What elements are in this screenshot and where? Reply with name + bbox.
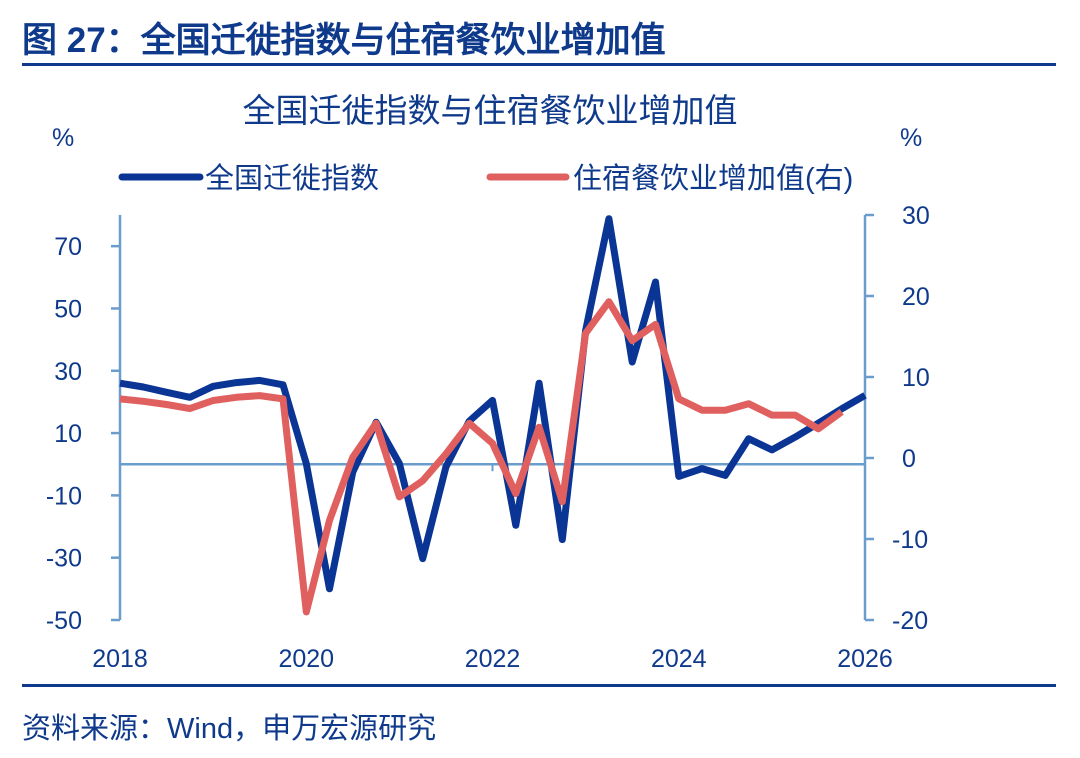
x-tick-label: 2024 (651, 645, 707, 673)
x-tick-label: 2022 (465, 645, 521, 673)
series-line-migration-index (119, 215, 867, 593)
left-tick-label: 30 (54, 358, 82, 386)
right-tick-label: 20 (902, 283, 930, 311)
series-line-accommodation-catering (119, 298, 844, 616)
right-tick-label: -10 (892, 526, 928, 554)
source-note: 资料来源：Wind，申万宏源研究 (22, 712, 436, 745)
left-tick-label: 10 (54, 420, 82, 448)
left-tick-label: 70 (54, 233, 82, 261)
left-tick-label: 50 (54, 295, 82, 323)
source-rule (22, 684, 1056, 687)
right-tick-label: 30 (902, 202, 930, 230)
legend-label-red: 住宿餐饮业增加值(右) (573, 162, 853, 195)
legend: 全国迁徙指数 住宿餐饮业增加值(右) (118, 162, 853, 195)
figure-title: 图 27：全国迁徙指数与住宿餐饮业增加值 (22, 20, 666, 60)
x-tick-label: 2026 (837, 645, 893, 673)
title-rule (22, 63, 1056, 66)
right-axis-unit: % (900, 124, 922, 152)
x-tick-label: 2018 (92, 645, 148, 673)
chart-title: 全国迁徙指数与住宿餐饮业增加值 (243, 92, 738, 129)
left-tick-label: -30 (46, 545, 82, 573)
left-axis-unit: % (52, 124, 74, 152)
right-tick-label: 10 (902, 364, 930, 392)
legend-label-blue: 全国迁徙指数 (205, 162, 379, 195)
x-tick-label: 2020 (278, 645, 334, 673)
right-tick-label: 0 (902, 445, 916, 473)
axes: -50 -30 -10 10 30 50 70 -20 -10 0 10 20 30 2018 2020 20… (46, 202, 930, 673)
left-tick-label: -50 (46, 607, 82, 635)
right-tick-label: -20 (892, 607, 928, 635)
left-tick-label: -10 (46, 482, 82, 510)
series-lines (119, 215, 867, 616)
